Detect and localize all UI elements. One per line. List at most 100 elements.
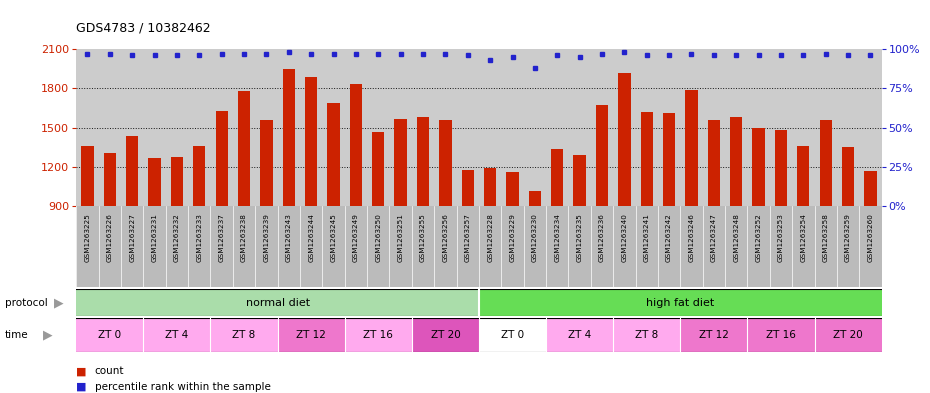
Bar bbox=[210, 318, 277, 352]
Bar bbox=[103, 152, 116, 206]
Text: GSM1263246: GSM1263246 bbox=[688, 213, 695, 262]
Text: GSM1263259: GSM1263259 bbox=[845, 213, 851, 262]
Bar bbox=[143, 318, 210, 352]
Text: count: count bbox=[95, 366, 125, 376]
Bar bbox=[551, 149, 564, 206]
Bar bbox=[685, 90, 698, 206]
Text: protocol: protocol bbox=[5, 298, 47, 308]
Bar bbox=[864, 171, 877, 206]
Text: GSM1263235: GSM1263235 bbox=[577, 213, 582, 262]
Bar bbox=[618, 73, 631, 206]
Bar bbox=[479, 289, 882, 316]
Text: GSM1263229: GSM1263229 bbox=[510, 213, 515, 262]
Text: ZT 0: ZT 0 bbox=[501, 330, 525, 340]
Text: GSM1263230: GSM1263230 bbox=[532, 213, 538, 262]
Text: GSM1263258: GSM1263258 bbox=[823, 213, 829, 262]
Bar bbox=[372, 132, 384, 206]
Bar bbox=[815, 318, 882, 352]
Text: GSM1263257: GSM1263257 bbox=[465, 213, 471, 262]
Bar bbox=[775, 130, 787, 206]
Bar bbox=[842, 147, 855, 206]
Text: normal diet: normal diet bbox=[246, 298, 310, 308]
Bar bbox=[277, 318, 345, 352]
Text: GSM1263242: GSM1263242 bbox=[666, 213, 672, 262]
Bar bbox=[797, 146, 809, 206]
Text: ZT 12: ZT 12 bbox=[297, 330, 326, 340]
Text: GSM1263225: GSM1263225 bbox=[85, 213, 90, 262]
Bar bbox=[752, 128, 764, 206]
Text: GSM1263231: GSM1263231 bbox=[152, 213, 157, 262]
Bar bbox=[238, 91, 250, 206]
Text: ZT 12: ZT 12 bbox=[699, 330, 729, 340]
Bar bbox=[193, 146, 206, 206]
Text: GSM1263253: GSM1263253 bbox=[778, 213, 784, 262]
Text: ZT 4: ZT 4 bbox=[166, 330, 189, 340]
Text: ZT 16: ZT 16 bbox=[766, 330, 796, 340]
Bar bbox=[149, 158, 161, 206]
Text: GSM1263227: GSM1263227 bbox=[129, 213, 135, 262]
Bar bbox=[350, 84, 362, 206]
Text: GSM1263256: GSM1263256 bbox=[443, 213, 448, 262]
Text: ZT 0: ZT 0 bbox=[99, 330, 122, 340]
Bar bbox=[546, 318, 613, 352]
Bar bbox=[596, 105, 608, 206]
Text: GSM1263228: GSM1263228 bbox=[487, 213, 493, 262]
Text: GSM1263239: GSM1263239 bbox=[263, 213, 270, 262]
Text: percentile rank within the sample: percentile rank within the sample bbox=[95, 382, 271, 392]
Bar bbox=[708, 120, 720, 206]
Text: GSM1263250: GSM1263250 bbox=[376, 213, 381, 262]
Text: GSM1263251: GSM1263251 bbox=[398, 213, 404, 262]
Text: time: time bbox=[5, 330, 28, 340]
Bar bbox=[171, 156, 183, 206]
Text: ZT 16: ZT 16 bbox=[364, 330, 393, 340]
Bar bbox=[479, 318, 546, 352]
Text: ZT 8: ZT 8 bbox=[232, 330, 256, 340]
Text: GSM1263234: GSM1263234 bbox=[554, 213, 560, 262]
Text: GSM1263248: GSM1263248 bbox=[733, 213, 739, 262]
Text: GSM1263241: GSM1263241 bbox=[644, 213, 650, 262]
Bar bbox=[327, 103, 339, 206]
Bar bbox=[506, 172, 519, 206]
Text: GSM1263233: GSM1263233 bbox=[196, 213, 203, 262]
Bar bbox=[529, 191, 541, 206]
Bar bbox=[439, 120, 452, 206]
Text: ▶: ▶ bbox=[54, 296, 63, 309]
Text: GSM1263249: GSM1263249 bbox=[352, 213, 359, 262]
Bar bbox=[663, 113, 675, 206]
Text: ZT 4: ZT 4 bbox=[568, 330, 591, 340]
Text: ZT 8: ZT 8 bbox=[635, 330, 658, 340]
Bar bbox=[730, 117, 742, 206]
Bar bbox=[461, 170, 474, 206]
Bar bbox=[305, 77, 317, 206]
Bar bbox=[126, 136, 139, 206]
Bar bbox=[81, 146, 94, 206]
Bar bbox=[748, 318, 815, 352]
Text: GSM1263236: GSM1263236 bbox=[599, 213, 605, 262]
Text: GSM1263240: GSM1263240 bbox=[621, 213, 628, 262]
Bar bbox=[641, 112, 653, 206]
Bar bbox=[76, 318, 143, 352]
Text: GDS4783 / 10382462: GDS4783 / 10382462 bbox=[76, 22, 211, 35]
Bar bbox=[819, 120, 831, 206]
Bar bbox=[216, 111, 228, 206]
Text: ZT 20: ZT 20 bbox=[431, 330, 460, 340]
Text: GSM1263247: GSM1263247 bbox=[711, 213, 717, 262]
Text: GSM1263260: GSM1263260 bbox=[868, 213, 873, 262]
Text: GSM1263244: GSM1263244 bbox=[308, 213, 314, 262]
Bar bbox=[260, 120, 272, 206]
Bar bbox=[484, 168, 497, 206]
Text: ■: ■ bbox=[76, 382, 86, 392]
Bar bbox=[345, 318, 412, 352]
Bar bbox=[283, 69, 295, 206]
Bar bbox=[417, 117, 429, 206]
Bar bbox=[76, 289, 479, 316]
Bar bbox=[680, 318, 748, 352]
Text: ■: ■ bbox=[76, 366, 86, 376]
Text: GSM1263254: GSM1263254 bbox=[801, 213, 806, 262]
Bar bbox=[613, 318, 680, 352]
Text: GSM1263237: GSM1263237 bbox=[219, 213, 225, 262]
Text: GSM1263232: GSM1263232 bbox=[174, 213, 179, 262]
Text: GSM1263252: GSM1263252 bbox=[755, 213, 762, 262]
Bar bbox=[574, 155, 586, 206]
Text: ZT 20: ZT 20 bbox=[833, 330, 863, 340]
